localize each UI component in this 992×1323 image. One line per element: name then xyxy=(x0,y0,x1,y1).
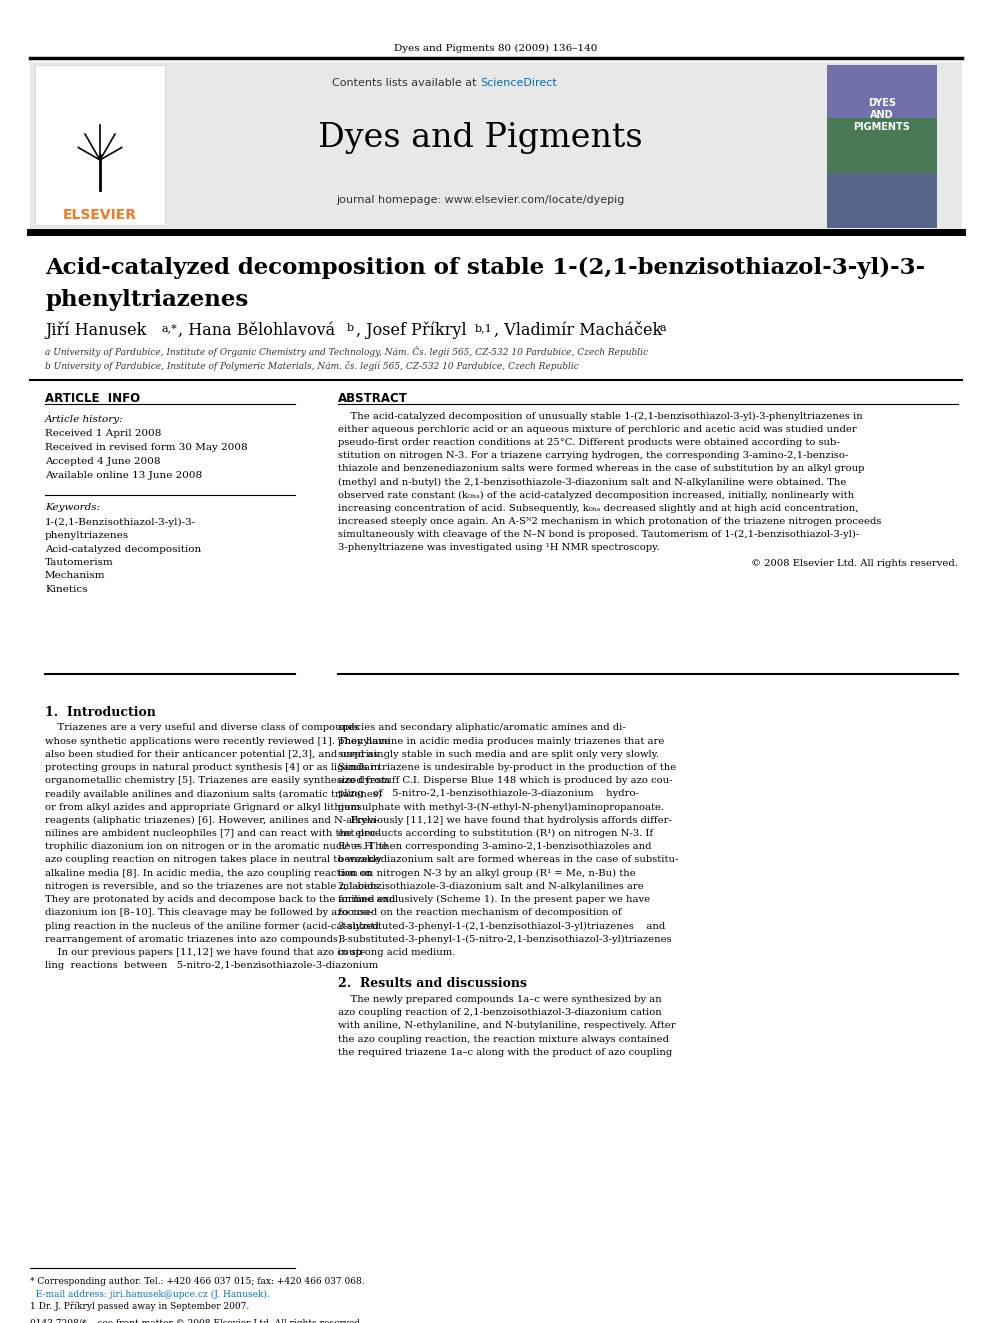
Text: (methyl and n-butyl) the 2,1-benzisothiazole-3-diazonium salt and N-alkylaniline: (methyl and n-butyl) the 2,1-benzisothia… xyxy=(338,478,846,487)
Text: 2.  Results and discussions: 2. Results and discussions xyxy=(338,978,527,990)
Text: Mechanism: Mechanism xyxy=(45,572,105,581)
Text: Dyes and Pigments 80 (2009) 136–140: Dyes and Pigments 80 (2009) 136–140 xyxy=(394,44,598,53)
Text: ARTICLE  INFO: ARTICLE INFO xyxy=(45,392,140,405)
Text: reagents (aliphatic triazenes) [6]. However, anilines and N-alkyla-: reagents (aliphatic triazenes) [6]. Howe… xyxy=(45,816,379,826)
Text: journal homepage: www.elsevier.com/locate/dyepig: journal homepage: www.elsevier.com/locat… xyxy=(336,194,624,205)
Text: in strong acid medium.: in strong acid medium. xyxy=(338,947,455,957)
Text: In our previous papers [11,12] we have found that azo coup-: In our previous papers [11,12] we have f… xyxy=(45,947,365,957)
Text: DYES
AND
PIGMENTS: DYES AND PIGMENTS xyxy=(853,98,911,132)
Text: diazonium ion [8–10]. This cleavage may be followed by azo cou-: diazonium ion [8–10]. This cleavage may … xyxy=(45,909,373,917)
Text: b University of Pardubice, Institute of Polymeric Materials, Nám. čs. legií 565,: b University of Pardubice, Institute of … xyxy=(45,361,578,370)
Text: * Corresponding author. Tel.: +420 466 037 015; fax: +420 466 037 068.: * Corresponding author. Tel.: +420 466 0… xyxy=(30,1278,365,1286)
Text: b: b xyxy=(347,323,354,333)
Text: the required triazene 1a–c along with the product of azo coupling: the required triazene 1a–c along with th… xyxy=(338,1048,673,1057)
Text: focused on the reaction mechanism of decomposition of: focused on the reaction mechanism of dec… xyxy=(338,909,622,917)
Bar xyxy=(30,62,962,230)
Text: Article history:: Article history: xyxy=(45,415,124,425)
Text: a,*: a,* xyxy=(162,323,178,333)
Text: phenyltriazenes: phenyltriazenes xyxy=(45,288,248,311)
Bar xyxy=(827,65,937,228)
Text: Previously [11,12] we have found that hydrolysis affords differ-: Previously [11,12] we have found that hy… xyxy=(338,816,672,826)
Text: stitution on nitrogen N-3. For a triazene carrying hydrogen, the corresponding 3: stitution on nitrogen N-3. For a triazen… xyxy=(338,451,848,460)
Text: formed exclusively (Scheme 1). In the present paper we have: formed exclusively (Scheme 1). In the pr… xyxy=(338,896,650,904)
Text: Received in revised form 30 May 2008: Received in revised form 30 May 2008 xyxy=(45,443,248,452)
Text: b,1: b,1 xyxy=(475,323,493,333)
Text: species and secondary aliphatic/aromatic amines and di-: species and secondary aliphatic/aromatic… xyxy=(338,724,626,733)
Text: , Josef Příkryl: , Josef Příkryl xyxy=(356,321,466,339)
Text: Triazenes are a very useful and diverse class of compounds: Triazenes are a very useful and diverse … xyxy=(45,724,359,733)
Text: ling  reactions  between   5-nitro-2,1-benzisothiazole-3-diazonium: ling reactions between 5-nitro-2,1-benzi… xyxy=(45,960,378,970)
Text: 1.  Introduction: 1. Introduction xyxy=(45,705,156,718)
Text: benzenediazonium salt are formed whereas in the case of substitu-: benzenediazonium salt are formed whereas… xyxy=(338,856,679,864)
Bar xyxy=(35,65,165,225)
Text: ent products according to substitution (R¹) on nitrogen N-3. If: ent products according to substitution (… xyxy=(338,830,653,839)
Text: increased steeply once again. An A-Sᴺ2 mechanism in which protonation of the tri: increased steeply once again. An A-Sᴺ2 m… xyxy=(338,517,881,527)
Text: Kinetics: Kinetics xyxy=(45,585,87,594)
Text: readily available anilines and diazonium salts (aromatic triazenes): readily available anilines and diazonium… xyxy=(45,790,382,799)
Text: 3-phenyltriazene was investigated using ¹H NMR spectroscopy.: 3-phenyltriazene was investigated using … xyxy=(338,544,660,553)
Text: or from alkyl azides and appropriate Grignard or alkyl lithium: or from alkyl azides and appropriate Gri… xyxy=(45,803,360,812)
Text: R¹ = H  then corresponding 3-amino-2,1-benzisothiazoles and: R¹ = H then corresponding 3-amino-2,1-be… xyxy=(338,843,652,851)
Text: They are protonated by acids and decompose back to the aniline and: They are protonated by acids and decompo… xyxy=(45,896,395,904)
Text: whose synthetic applications were recently reviewed [1]. They have: whose synthetic applications were recent… xyxy=(45,737,390,746)
Text: alkaline media [8]. In acidic media, the azo coupling reaction on: alkaline media [8]. In acidic media, the… xyxy=(45,869,372,877)
Text: pling   of   5-nitro-2,1-benzisothiazole-3-diazonium    hydro-: pling of 5-nitro-2,1-benzisothiazole-3-d… xyxy=(338,790,639,799)
Text: nilines are ambident nucleophiles [7] and can react with the elec-: nilines are ambident nucleophiles [7] an… xyxy=(45,830,379,837)
Text: increasing concentration of acid. Subsequently, k₀ₕₛ decreased slightly and at h: increasing concentration of acid. Subseq… xyxy=(338,504,858,513)
Text: 3-substituted-3-phenyl-1-(2,1-benzisothiazol-3-yl)triazenes    and: 3-substituted-3-phenyl-1-(2,1-benzisothi… xyxy=(338,921,666,930)
Text: 1-(2,1-Benzisothiazol-3-yl)-3-: 1-(2,1-Benzisothiazol-3-yl)-3- xyxy=(45,517,196,527)
Text: the azo coupling reaction, the reaction mixture always contained: the azo coupling reaction, the reaction … xyxy=(338,1035,669,1044)
Text: phenyltriazenes: phenyltriazenes xyxy=(45,531,129,540)
Text: pling reaction in the nucleus of the aniline former (acid-catalyzed: pling reaction in the nucleus of the ani… xyxy=(45,921,379,930)
Text: Acid-catalyzed decomposition of stable 1-(2,1-benzisothiazol-3-yl)-3-: Acid-catalyzed decomposition of stable 1… xyxy=(45,257,926,279)
Text: 2,1-benzisothiazole-3-diazonium salt and N-alkylanilines are: 2,1-benzisothiazole-3-diazonium salt and… xyxy=(338,882,644,890)
Text: Acid-catalyzed decomposition: Acid-catalyzed decomposition xyxy=(45,545,201,553)
Text: a: a xyxy=(660,323,667,333)
Text: Tautomerism: Tautomerism xyxy=(45,558,114,568)
Text: gensulphate with methyl-3-(N-ethyl-N-phenyl)aminopropanoate.: gensulphate with methyl-3-(N-ethyl-N-phe… xyxy=(338,803,664,812)
Bar xyxy=(827,173,937,228)
Text: observed rate constant (k₀ₕₛ) of the acid-catalyzed decomposition increased, ini: observed rate constant (k₀ₕₛ) of the aci… xyxy=(338,491,854,500)
Text: also been studied for their anticancer potential [2,3], and used as: also been studied for their anticancer p… xyxy=(45,750,378,759)
Text: Similar triazene is undesirable by-product in the production of the: Similar triazene is undesirable by-produ… xyxy=(338,763,677,773)
Text: Available online 13 June 2008: Available online 13 June 2008 xyxy=(45,471,202,480)
Text: , Hana Bělohlavová: , Hana Bělohlavová xyxy=(178,321,335,339)
Bar xyxy=(827,118,937,173)
Text: a University of Pardubice, Institute of Organic Chemistry and Technology, Nám. Č: a University of Pardubice, Institute of … xyxy=(45,347,648,357)
Text: E-mail address: jiri.hanusek@upce.cz (J. Hanusek).: E-mail address: jiri.hanusek@upce.cz (J.… xyxy=(30,1290,270,1299)
Text: ScienceDirect: ScienceDirect xyxy=(480,78,557,89)
Text: Accepted 4 June 2008: Accepted 4 June 2008 xyxy=(45,458,161,467)
Text: trophilic diazonium ion on nitrogen or in the aromatic nucleus. The: trophilic diazonium ion on nitrogen or i… xyxy=(45,843,388,851)
Text: Jiří Hanusek: Jiří Hanusek xyxy=(45,321,147,339)
Text: tion on nitrogen N-3 by an alkyl group (R¹ = Me, n-Bu) the: tion on nitrogen N-3 by an alkyl group (… xyxy=(338,869,636,877)
Text: 1 Dr. J. Příkryl passed away in September 2007.: 1 Dr. J. Příkryl passed away in Septembe… xyxy=(30,1302,249,1311)
Text: 0143-7208/$ – see front matter © 2008 Elsevier Ltd. All rights reserved.: 0143-7208/$ – see front matter © 2008 El… xyxy=(30,1319,363,1323)
Text: nitrogen is reversible, and so the triazenes are not stable in acids.: nitrogen is reversible, and so the triaz… xyxy=(45,882,382,890)
Text: Contents lists available at: Contents lists available at xyxy=(332,78,480,89)
Text: © 2008 Elsevier Ltd. All rights reserved.: © 2008 Elsevier Ltd. All rights reserved… xyxy=(751,558,958,568)
Text: rearrangement of aromatic triazenes into azo compounds).: rearrangement of aromatic triazenes into… xyxy=(45,934,345,943)
Text: The acid-catalyzed decomposition of unusually stable 1-(2,1-benzisothiazol-3-yl): The acid-catalyzed decomposition of unus… xyxy=(338,411,863,421)
Text: either aqueous perchloric acid or an aqueous mixture of perchloric and acetic ac: either aqueous perchloric acid or an aqu… xyxy=(338,425,857,434)
Text: ABSTRACT: ABSTRACT xyxy=(338,392,408,405)
Text: The newly prepared compounds 1a–c were synthesized by an: The newly prepared compounds 1a–c were s… xyxy=(338,995,662,1004)
Text: with aniline, N-ethylaniline, and N-butylaniline, respectively. After: with aniline, N-ethylaniline, and N-buty… xyxy=(338,1021,676,1031)
Text: , Vladimír Macháček: , Vladimír Macháček xyxy=(494,321,663,339)
Text: protecting groups in natural product synthesis [4] or as ligands in: protecting groups in natural product syn… xyxy=(45,763,380,773)
Text: Dyes and Pigments: Dyes and Pigments xyxy=(317,122,642,153)
Text: simultaneously with cleavage of the N–N bond is proposed. Tautomerism of 1-(2,1-: simultaneously with cleavage of the N–N … xyxy=(338,531,859,540)
Text: Received 1 April 2008: Received 1 April 2008 xyxy=(45,430,162,438)
Text: ELSEVIER: ELSEVIER xyxy=(63,208,137,222)
Text: azo coupling reaction of 2,1-benzoisothiazol-3-diazonium cation: azo coupling reaction of 2,1-benzoisothi… xyxy=(338,1008,662,1017)
Text: 3-substituted-3-phenyl-1-(5-nitro-2,1-benzisothiazol-3-yl)triazenes: 3-substituted-3-phenyl-1-(5-nitro-2,1-be… xyxy=(338,934,672,943)
Text: surprisingly stable in such media and are split only very slowly.: surprisingly stable in such media and ar… xyxy=(338,750,659,759)
Text: Keywords:: Keywords: xyxy=(45,504,100,512)
Text: azo coupling reaction on nitrogen takes place in neutral to weakly: azo coupling reaction on nitrogen takes … xyxy=(45,856,382,864)
Text: phenylamine in acidic media produces mainly triazenes that are: phenylamine in acidic media produces mai… xyxy=(338,737,665,746)
Text: azo dyestuff C.I. Disperse Blue 148 which is produced by azo cou-: azo dyestuff C.I. Disperse Blue 148 whic… xyxy=(338,777,673,786)
Text: organometallic chemistry [5]. Triazenes are easily synthesized from: organometallic chemistry [5]. Triazenes … xyxy=(45,777,390,786)
Text: pseudo-first order reaction conditions at 25°C. Different products were obtained: pseudo-first order reaction conditions a… xyxy=(338,438,840,447)
Text: thiazole and benzenediazonium salts were formed whereas in the case of substitut: thiazole and benzenediazonium salts were… xyxy=(338,464,864,474)
